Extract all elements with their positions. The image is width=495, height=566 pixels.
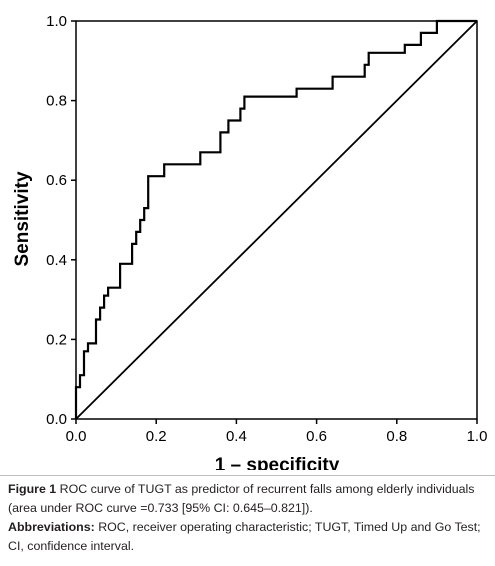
plot-axes (75, 20, 478, 420)
x-tick-label: 1.0 (467, 428, 488, 445)
figure-label: Figure 1 (8, 482, 57, 496)
y-tick-label: 1.0 (46, 13, 67, 30)
figure-description: ROC curve of TUGT as predictor of recurr… (8, 482, 475, 515)
x-axis-ticks: 0.0 0.2 0.4 0.6 0.8 1.0 (66, 419, 488, 445)
plot-series (74, 19, 478, 420)
y-tick-label: 0.0 (46, 411, 67, 428)
roc-chart: 0.0 0.2 0.4 0.6 0.8 1.0 0.0 0.2 0.4 0.6 0.8 1.0 1 … (12, 13, 488, 470)
y-tick-label: 0.8 (46, 93, 67, 110)
y-axis-label: Sensitivity (12, 171, 33, 266)
plot-frame (75, 20, 478, 420)
x-tick-label: 0.4 (226, 428, 247, 445)
x-axis-label: 1 – specificity (215, 455, 340, 470)
y-tick-label: 0.6 (46, 172, 67, 189)
abbreviations-description: ROC, receiver operating characteristic; … (8, 520, 481, 553)
reference-diagonal-line (75, 20, 478, 420)
caption-divider (0, 475, 495, 476)
figure-caption: Figure 1 ROC curve of TUGT as predictor … (8, 480, 486, 556)
x-tick-label: 0.8 (386, 428, 407, 445)
x-tick-label: 0.0 (66, 428, 87, 445)
abbreviations-text: Abbreviations: ROC, receiver operating c… (8, 518, 486, 556)
y-tick-label: 0.2 (46, 331, 67, 348)
x-tick-label: 0.2 (146, 428, 167, 445)
figure-caption-text: Figure 1 ROC curve of TUGT as predictor … (8, 480, 486, 518)
y-axis-ticks: 0.0 0.2 0.4 0.6 0.8 1.0 (46, 13, 76, 428)
abbreviations-label: Abbreviations: (8, 520, 95, 534)
roc-curve-line (74, 19, 477, 419)
y-tick-label: 0.4 (46, 252, 67, 269)
x-tick-label: 0.6 (306, 428, 327, 445)
